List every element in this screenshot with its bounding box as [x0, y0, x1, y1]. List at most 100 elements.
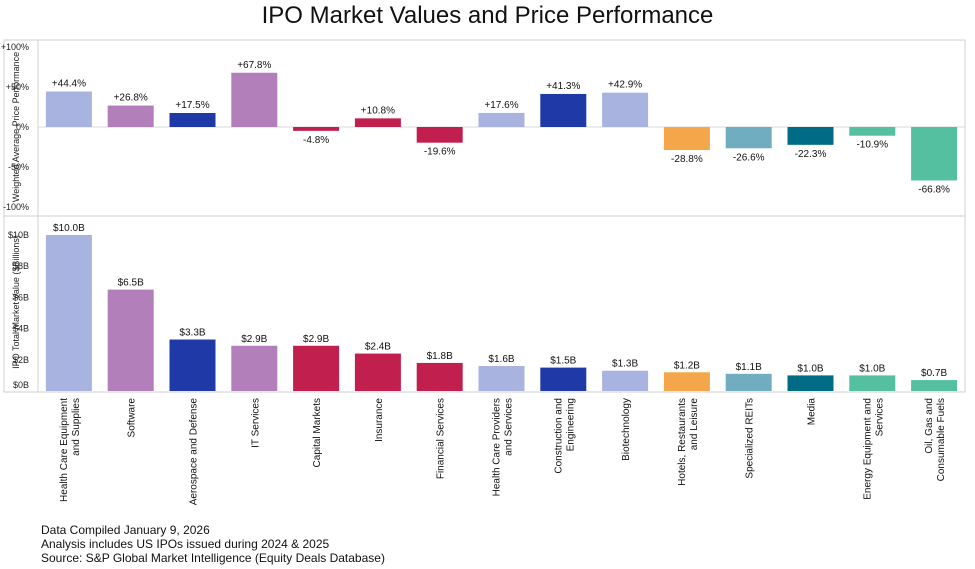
- note-analysis: Analysis includes US IPOs issued during …: [41, 537, 330, 551]
- category-label-line: and Services: [504, 398, 515, 456]
- performance-bar: [107, 105, 154, 127]
- market-value-tick-label: $0B: [13, 380, 29, 390]
- performance-bar: [663, 127, 710, 151]
- market-value-data-label: $1.1B: [736, 362, 762, 373]
- market-value-bar: [293, 345, 340, 391]
- market-value-bar: [540, 367, 587, 391]
- performance-axis-label: Weighted Average Price Performance: [11, 52, 21, 202]
- category-label-line: Oil, Gas and: [924, 398, 935, 454]
- category-label-line: Software: [127, 398, 138, 438]
- market-value-tick-label: $4B: [13, 324, 29, 334]
- category-label: Software: [127, 398, 138, 438]
- market-value-bar: [911, 380, 958, 391]
- performance-data-label: +67.8%: [237, 60, 271, 71]
- category-label: Health Care Equipment and Supplies: [59, 398, 82, 502]
- category-label: Media: [807, 398, 818, 426]
- category-label-line: Health Care Equipment: [59, 398, 70, 502]
- performance-bar: [169, 113, 216, 127]
- market-value-tick-label: $10B: [8, 230, 29, 240]
- market-value-bar: [663, 372, 710, 391]
- category-label: Financial Services: [436, 398, 447, 479]
- chart-frame: [3, 39, 966, 393]
- category-label: Aerospace and Defense: [189, 398, 200, 506]
- category-label-line: Financial Services: [436, 398, 447, 479]
- performance-bar: [849, 127, 896, 136]
- performance-bar: [45, 91, 92, 127]
- market-value-data-label: $10.0B: [53, 223, 85, 234]
- market-value-axis-label: IPO Total Market Value ($Billions): [11, 235, 21, 369]
- performance-data-label: -28.8%: [671, 154, 703, 165]
- performance-data-label: +42.9%: [608, 80, 642, 91]
- performance-data-label: -22.3%: [795, 149, 827, 160]
- performance-data-label: +41.3%: [546, 81, 580, 92]
- performance-bar: [293, 127, 340, 131]
- market-value-bar: [602, 370, 649, 391]
- category-label-line: Capital Markets: [312, 398, 323, 467]
- market-value-data-label: $2.9B: [303, 334, 329, 345]
- category-label: Construction and Engineering: [553, 398, 576, 474]
- market-value-data-label: $1.0B: [859, 363, 885, 374]
- performance-tick-label: +50%: [6, 82, 29, 92]
- market-value-tick-label: $8B: [13, 261, 29, 271]
- performance-tick-label: 0%: [16, 122, 29, 132]
- category-label-line: IT Services: [250, 398, 261, 448]
- performance-bar: [725, 127, 772, 149]
- category-label: Hotels, Restaurants and Leisure: [677, 398, 700, 486]
- market-value-tick-label: $6B: [13, 292, 29, 302]
- category-label-line: Media: [807, 398, 818, 426]
- performance-data-labels: +44.4% +26.8% +17.5% +67.8% -4.8% +10.8% -19.6…: [52, 60, 950, 196]
- category-label-line: Insurance: [374, 398, 385, 442]
- market-value-data-label: $1.8B: [427, 351, 453, 362]
- market-value-bar: [416, 362, 463, 391]
- performance-tick-label: -50%: [8, 162, 29, 172]
- performance-bar: [911, 127, 958, 181]
- performance-bars: [45, 72, 958, 181]
- market-value-data-labels: $10.0B $6.5B $3.3B $2.9B $2.9B $2.4B $1.8B $1.6…: [53, 223, 947, 379]
- performance-bar: [416, 127, 463, 143]
- market-value-data-label: $2.4B: [365, 342, 391, 353]
- market-value-data-label: $1.5B: [550, 356, 576, 367]
- performance-data-label: -26.6%: [733, 152, 765, 163]
- category-label-line: Services: [874, 398, 885, 436]
- category-label: IT Services: [250, 398, 261, 448]
- market-value-data-label: $1.6B: [488, 354, 514, 365]
- market-value-bar: [107, 289, 154, 391]
- performance-bar: [231, 72, 278, 127]
- market-value-bar: [725, 373, 772, 391]
- market-value-bar: [45, 235, 92, 391]
- category-label-line: Construction and: [553, 398, 564, 474]
- category-label-line: and Leisure: [689, 398, 700, 451]
- category-label-line: Engineering: [565, 398, 576, 451]
- market-value-bars: [45, 235, 958, 391]
- performance-data-label: -4.8%: [303, 135, 329, 146]
- performance-data-label: +44.4%: [52, 78, 86, 89]
- market-value-bar: [787, 375, 834, 391]
- performance-data-label: -10.9%: [856, 140, 888, 151]
- category-labels: Health Care Equipment and Supplies Softwar…: [59, 398, 947, 506]
- category-label: Capital Markets: [312, 398, 323, 467]
- category-label-line: and Supplies: [71, 398, 82, 456]
- category-label: Health Care Providers and Services: [492, 398, 515, 496]
- market-value-axis: $0B $2B $4B $6B $8B $10B: [8, 230, 29, 390]
- category-label: Biotechnology: [621, 398, 632, 461]
- note-compiled: Data Compiled January 9, 2026: [41, 523, 210, 537]
- market-value-data-label: $2.9B: [241, 334, 267, 345]
- performance-bar: [354, 118, 401, 127]
- performance-data-label: -66.8%: [918, 184, 950, 195]
- market-value-bar: [169, 339, 216, 391]
- performance-data-label: +17.5%: [175, 100, 209, 111]
- performance-data-label: +10.8%: [361, 105, 395, 116]
- category-label-line: Specialized REITs: [745, 398, 756, 479]
- category-label: Energy Equipment and Services: [862, 398, 885, 500]
- market-value-data-label: $1.2B: [674, 360, 700, 371]
- market-value-data-label: $0.7B: [921, 368, 947, 379]
- market-value-bar: [849, 375, 896, 391]
- market-value-data-label: $1.0B: [797, 363, 823, 374]
- market-value-bar: [231, 345, 278, 391]
- chart-title: IPO Market Values and Price Performance: [261, 2, 714, 29]
- performance-bar: [478, 112, 525, 127]
- market-value-bar: [478, 366, 525, 391]
- chart-notes: Data Compiled January 9, 2026 Analysis i…: [41, 523, 385, 565]
- performance-tick-label: +100%: [1, 42, 29, 52]
